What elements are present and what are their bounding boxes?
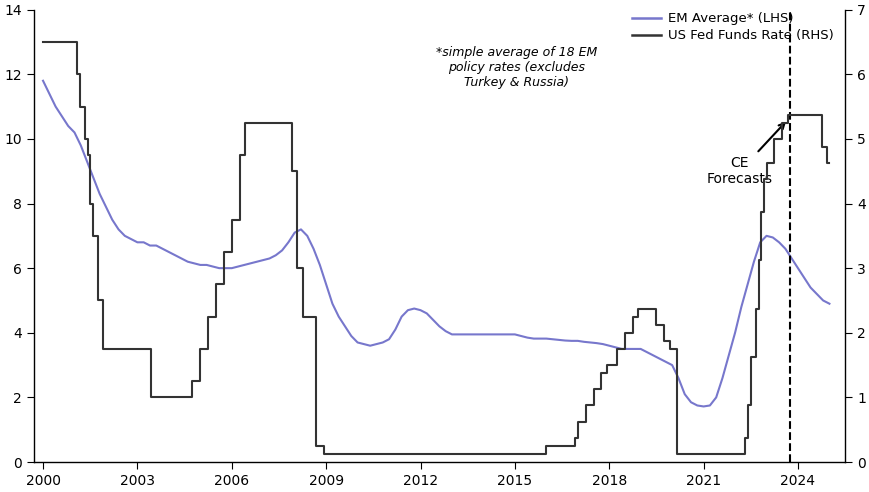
Legend: EM Average* (LHS), US Fed Funds Rate (RHS): EM Average* (LHS), US Fed Funds Rate (RH… <box>626 7 838 48</box>
Text: *simple average of 18 EM
policy rates (excludes
Turkey & Russia): *simple average of 18 EM policy rates (e… <box>435 46 596 89</box>
Text: CE
Forecasts: CE Forecasts <box>706 123 784 186</box>
